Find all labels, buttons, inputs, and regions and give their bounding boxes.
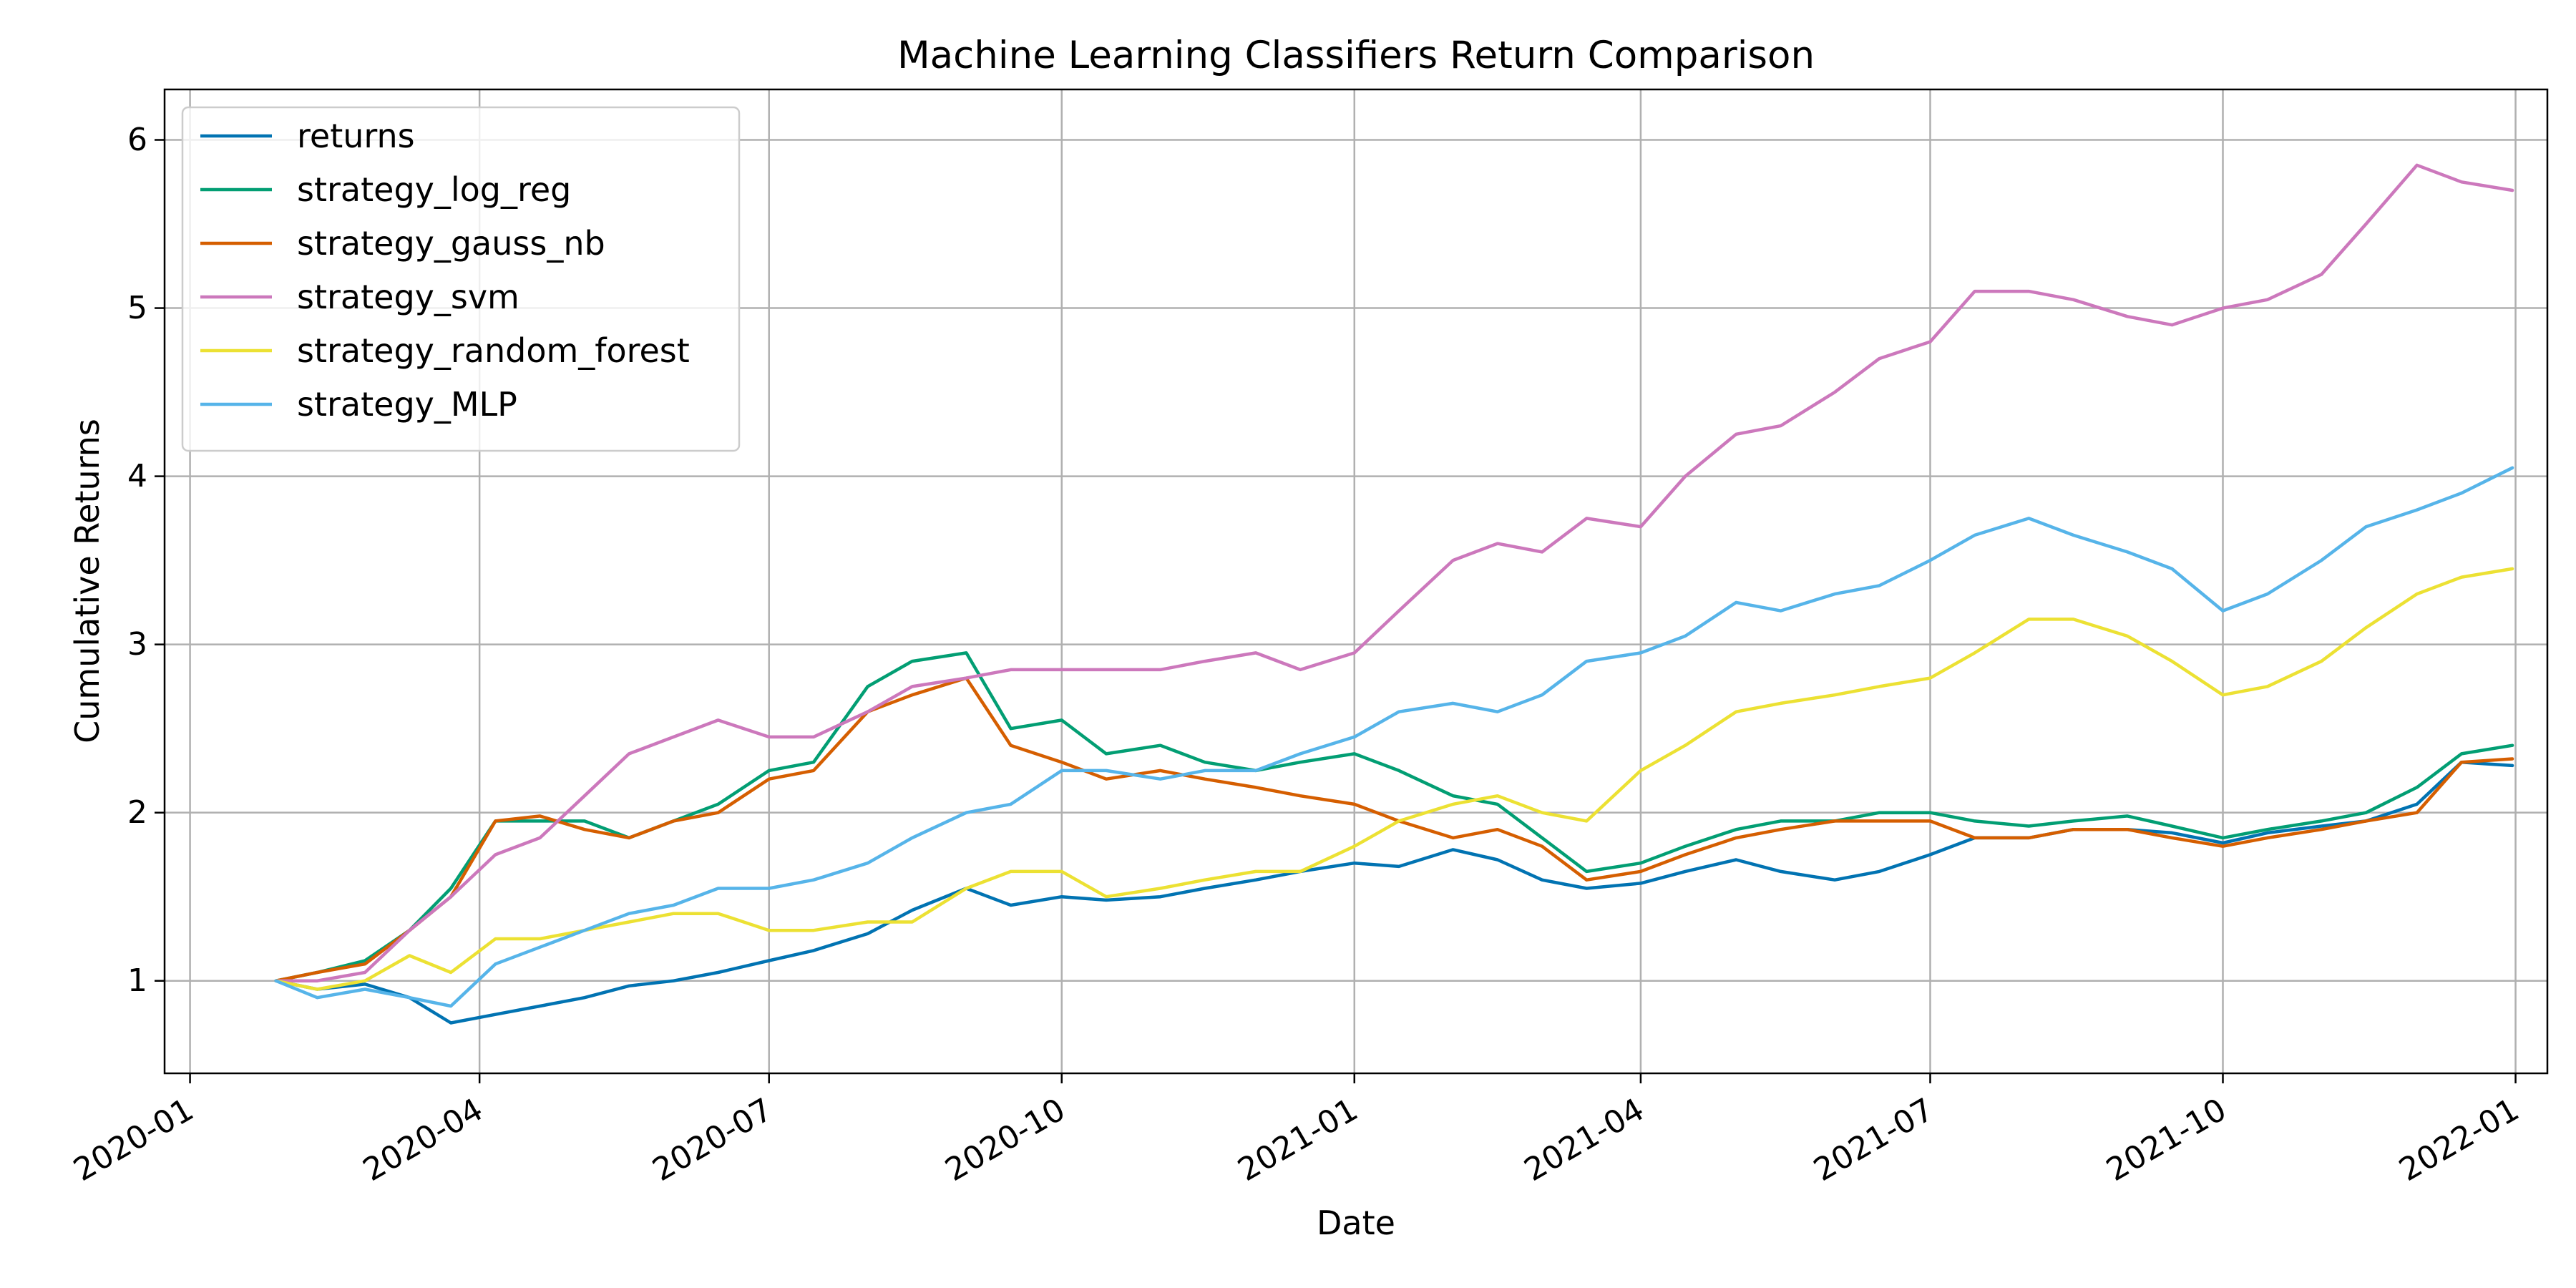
series-line-strategy_random_forest [274, 567, 2514, 991]
y-tick-label: 3 [127, 626, 147, 663]
series-line-strategy_gauss_nb [274, 676, 2514, 982]
series-layer [274, 163, 2514, 1025]
legend-box [181, 106, 741, 452]
legend-label: strategy_random_forest [297, 331, 690, 370]
y-tick-label: 2 [127, 794, 147, 831]
y-tick-label: 6 [127, 122, 147, 158]
y-axis-label: Cumulative Returns [68, 419, 107, 743]
x-axis-label: Date [1317, 1204, 1395, 1242]
grid-layer [165, 89, 2547, 1073]
legend-label: strategy_MLP [297, 385, 517, 424]
legend-label: strategy_svm [297, 278, 519, 316]
legend-label: strategy_gauss_nb [297, 224, 605, 263]
series-line-strategy_MLP [274, 466, 2514, 1008]
chart-title: Machine Learning Classifiers Return Comp… [897, 34, 1815, 77]
legend-label: strategy_log_reg [297, 170, 571, 209]
series-line-strategy_svm [274, 163, 2514, 982]
legend-label: returns [297, 117, 415, 155]
y-tick-label: 5 [127, 290, 147, 326]
y-tick-label: 1 [127, 962, 147, 999]
y-tick-label: 4 [127, 458, 147, 494]
plot-frame [163, 88, 2549, 1075]
legend: returns strategy_log_reg strategy_gauss_nb… [181, 106, 741, 452]
